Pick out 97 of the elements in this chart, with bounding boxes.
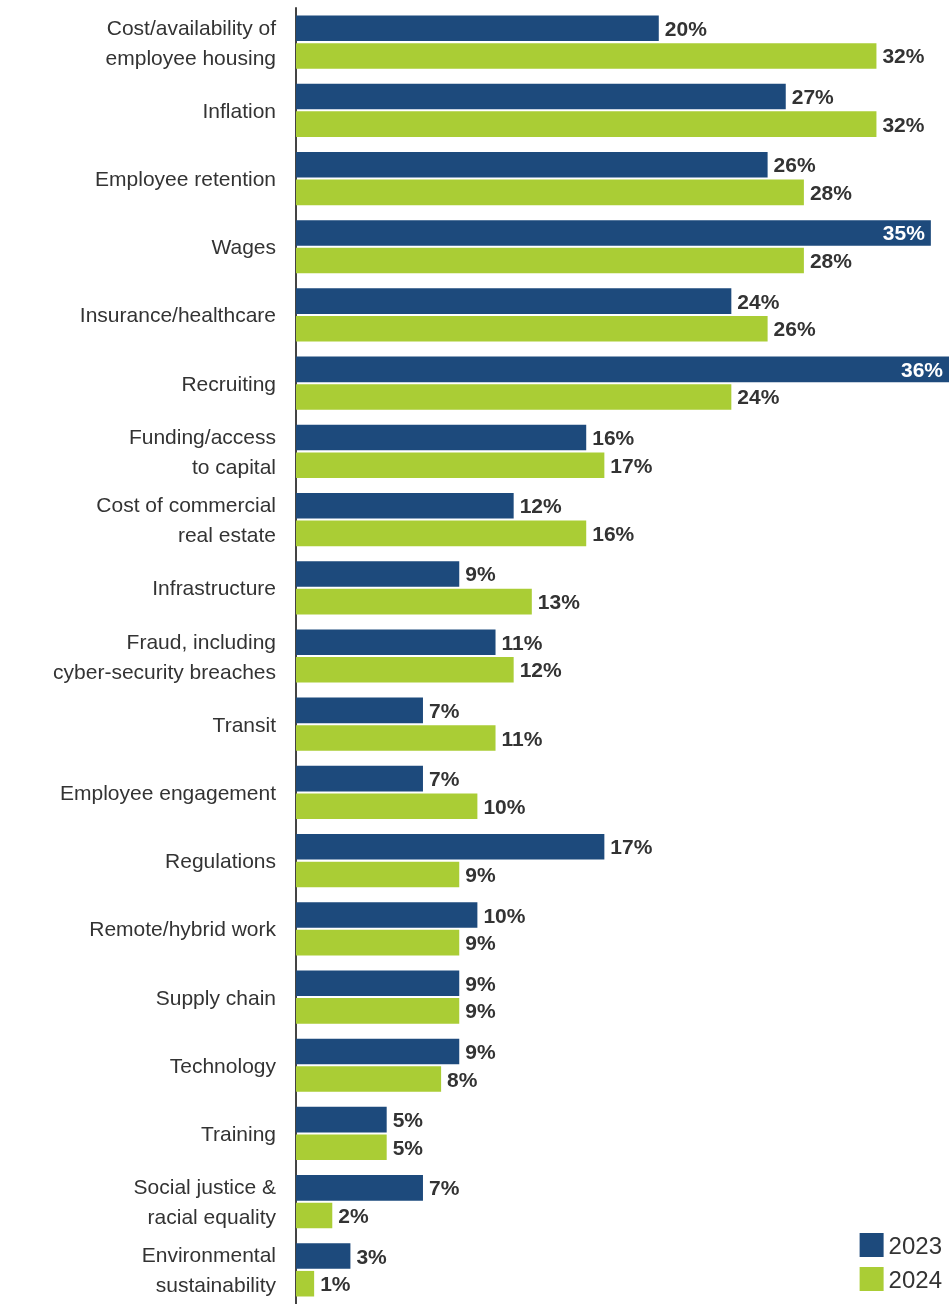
y-tick-label: Training bbox=[200, 1121, 276, 1145]
legend-label: 2024 bbox=[888, 1265, 942, 1293]
y-tick-label: Insurance/healthcare bbox=[79, 303, 276, 327]
bar bbox=[296, 793, 478, 820]
data-label: 32% bbox=[882, 44, 925, 68]
bar bbox=[296, 1202, 333, 1229]
data-label: 7% bbox=[428, 1176, 460, 1200]
bar bbox=[296, 725, 496, 751]
bar bbox=[296, 765, 423, 792]
data-label: 28% bbox=[809, 180, 853, 204]
y-tick-label: Fraud, including cyber-security breaches bbox=[53, 629, 276, 683]
data-label: 27% bbox=[791, 85, 835, 108]
bar bbox=[296, 15, 659, 42]
data-label: 10% bbox=[483, 794, 526, 818]
bar bbox=[296, 452, 605, 478]
data-label: 11% bbox=[501, 726, 543, 750]
data-label: 7% bbox=[428, 698, 460, 722]
legend-label: 2023 bbox=[888, 1231, 942, 1259]
bar bbox=[296, 83, 786, 110]
y-tick-label: Environmental sustainability bbox=[141, 1243, 277, 1297]
data-label: 10% bbox=[483, 903, 526, 927]
bar bbox=[296, 179, 804, 206]
bar bbox=[296, 424, 587, 451]
data-label: 24% bbox=[737, 385, 780, 409]
data-label: 17% bbox=[610, 453, 653, 477]
y-tick-label: Infrastructure bbox=[152, 576, 276, 600]
data-label: 2% bbox=[338, 1204, 369, 1227]
data-label: 12% bbox=[519, 494, 563, 518]
data-label: 9% bbox=[465, 562, 496, 586]
bar bbox=[296, 1066, 442, 1092]
bar bbox=[296, 929, 460, 956]
data-label: 20% bbox=[664, 16, 708, 40]
bar bbox=[296, 43, 877, 69]
data-label: 9% bbox=[465, 1039, 496, 1063]
data-label: 3% bbox=[356, 1244, 388, 1268]
bar bbox=[296, 1134, 387, 1161]
data-label: 5% bbox=[392, 1108, 424, 1132]
data-label: 36% bbox=[900, 357, 944, 381]
bar bbox=[296, 902, 478, 928]
bar bbox=[296, 588, 532, 615]
bar bbox=[296, 520, 587, 547]
data-label: 5% bbox=[392, 1135, 424, 1159]
data-label: 16% bbox=[592, 521, 635, 545]
data-label: 35% bbox=[882, 221, 926, 245]
y-tick-label: Social justice & racial equality bbox=[133, 1175, 277, 1229]
data-label: 16% bbox=[592, 426, 635, 450]
bar bbox=[296, 861, 460, 888]
y-tick-label: Remote/hybrid work bbox=[89, 917, 277, 941]
y-tick-label: Cost of commercial real estate bbox=[96, 493, 276, 547]
bar bbox=[296, 697, 423, 724]
data-label: 1% bbox=[320, 1272, 351, 1296]
data-label: 28% bbox=[809, 249, 853, 273]
data-label: 9% bbox=[465, 999, 496, 1023]
y-tick-label: Transit bbox=[212, 712, 277, 736]
data-label: 12% bbox=[519, 658, 563, 682]
bar bbox=[296, 561, 460, 587]
bar bbox=[296, 657, 514, 683]
data-label: 9% bbox=[465, 931, 496, 955]
data-label: 26% bbox=[773, 153, 816, 177]
y-tick-label: Employee engagement bbox=[60, 780, 277, 804]
bar bbox=[296, 220, 931, 246]
data-label: 26% bbox=[773, 317, 816, 341]
bar bbox=[296, 1270, 315, 1297]
y-tick-label: Supply chain bbox=[155, 985, 276, 1009]
data-label: 8% bbox=[447, 1067, 478, 1091]
bar bbox=[296, 629, 496, 655]
bar bbox=[296, 356, 949, 383]
y-tick-label: Funding/access to capital bbox=[128, 424, 276, 478]
bar bbox=[296, 1106, 387, 1133]
y-tick-label: Regulations bbox=[165, 849, 276, 873]
bar bbox=[296, 834, 605, 860]
bar bbox=[296, 151, 768, 178]
bar bbox=[296, 998, 460, 1024]
bar bbox=[296, 111, 877, 137]
data-label: 24% bbox=[737, 289, 780, 313]
bar bbox=[296, 492, 514, 519]
data-label: 9% bbox=[465, 971, 496, 995]
bar bbox=[296, 1038, 460, 1065]
data-label: 32% bbox=[882, 112, 925, 136]
data-label: 9% bbox=[465, 862, 496, 886]
y-tick-label: Recruiting bbox=[181, 371, 276, 395]
bar bbox=[296, 1175, 423, 1201]
data-label: 11% bbox=[501, 630, 543, 654]
y-tick-label: Wages bbox=[211, 235, 276, 259]
bar bbox=[296, 970, 460, 997]
y-tick-label: Cost/availability of employee housing bbox=[105, 15, 277, 69]
bar bbox=[296, 247, 804, 274]
data-label: 13% bbox=[537, 590, 581, 614]
y-tick-label: Employee retention bbox=[95, 167, 276, 191]
data-label: 17% bbox=[610, 835, 653, 859]
bar bbox=[296, 1243, 351, 1269]
y-tick-label: Technology bbox=[169, 1053, 277, 1077]
y-tick-label: Inflation bbox=[202, 98, 276, 122]
data-label: 7% bbox=[428, 767, 460, 791]
bar bbox=[296, 384, 732, 410]
bar bbox=[296, 288, 732, 314]
bar bbox=[296, 315, 768, 342]
